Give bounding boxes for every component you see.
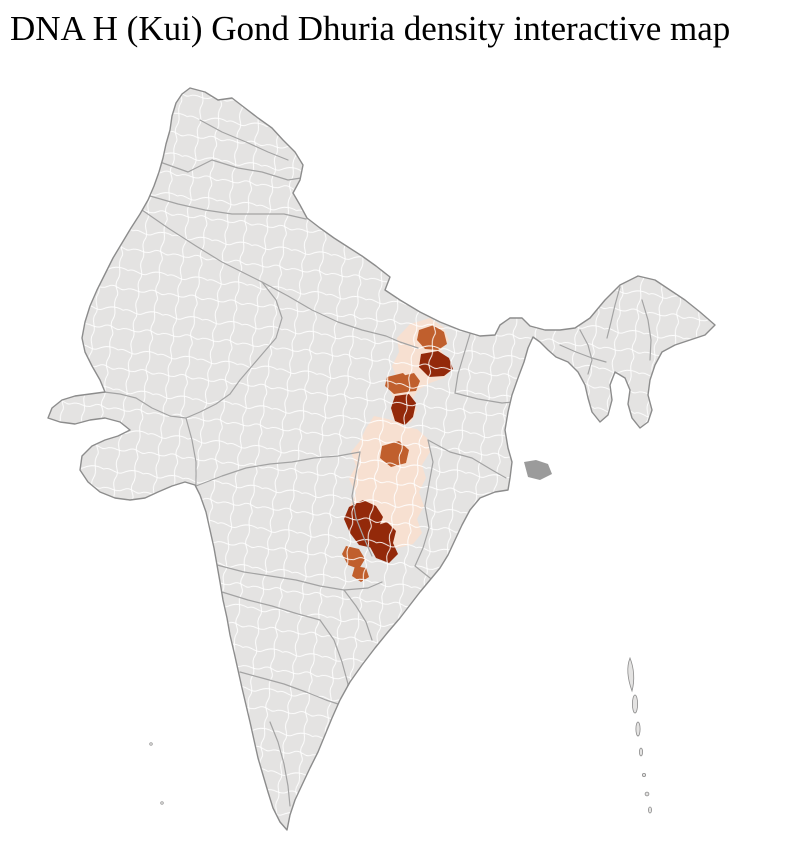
state-border: [641, 299, 652, 361]
state-borders: [103, 119, 652, 807]
state-border: [414, 439, 434, 567]
state-border: [579, 329, 593, 375]
state-border: [199, 119, 289, 161]
island[interactable]: [632, 694, 639, 714]
lakshadweep-islands[interactable]: [149, 742, 164, 805]
island[interactable]: [160, 801, 164, 805]
state-border: [221, 591, 321, 621]
state-border: [454, 333, 471, 394]
island[interactable]: [149, 742, 153, 746]
state-border: [606, 286, 621, 339]
state-border: [103, 281, 283, 419]
island[interactable]: [648, 806, 653, 814]
sundarbans-shade: [524, 460, 552, 480]
state-border: [427, 439, 507, 479]
page-title: DNA H (Kui) Gond Dhuria density interact…: [10, 9, 731, 48]
map-layers: [48, 88, 715, 830]
state-border: [261, 281, 419, 349]
state-border: [159, 159, 302, 181]
andaman-nicobar-islands[interactable]: [627, 656, 653, 814]
state-border: [559, 344, 607, 363]
state-border: [239, 671, 345, 707]
state-border: [216, 564, 383, 591]
state-border: [195, 451, 361, 487]
state-border: [343, 589, 373, 641]
island[interactable]: [639, 747, 644, 757]
district-borders-texture: [48, 88, 715, 830]
island[interactable]: [635, 721, 641, 737]
island[interactable]: [627, 656, 635, 693]
state-border: [149, 195, 307, 220]
state-border: [351, 451, 373, 557]
state-border: [185, 417, 197, 487]
state-border: [511, 400, 525, 443]
island[interactable]: [644, 791, 650, 797]
state-border: [141, 209, 263, 283]
island[interactable]: [642, 773, 647, 778]
state-border: [269, 721, 291, 807]
